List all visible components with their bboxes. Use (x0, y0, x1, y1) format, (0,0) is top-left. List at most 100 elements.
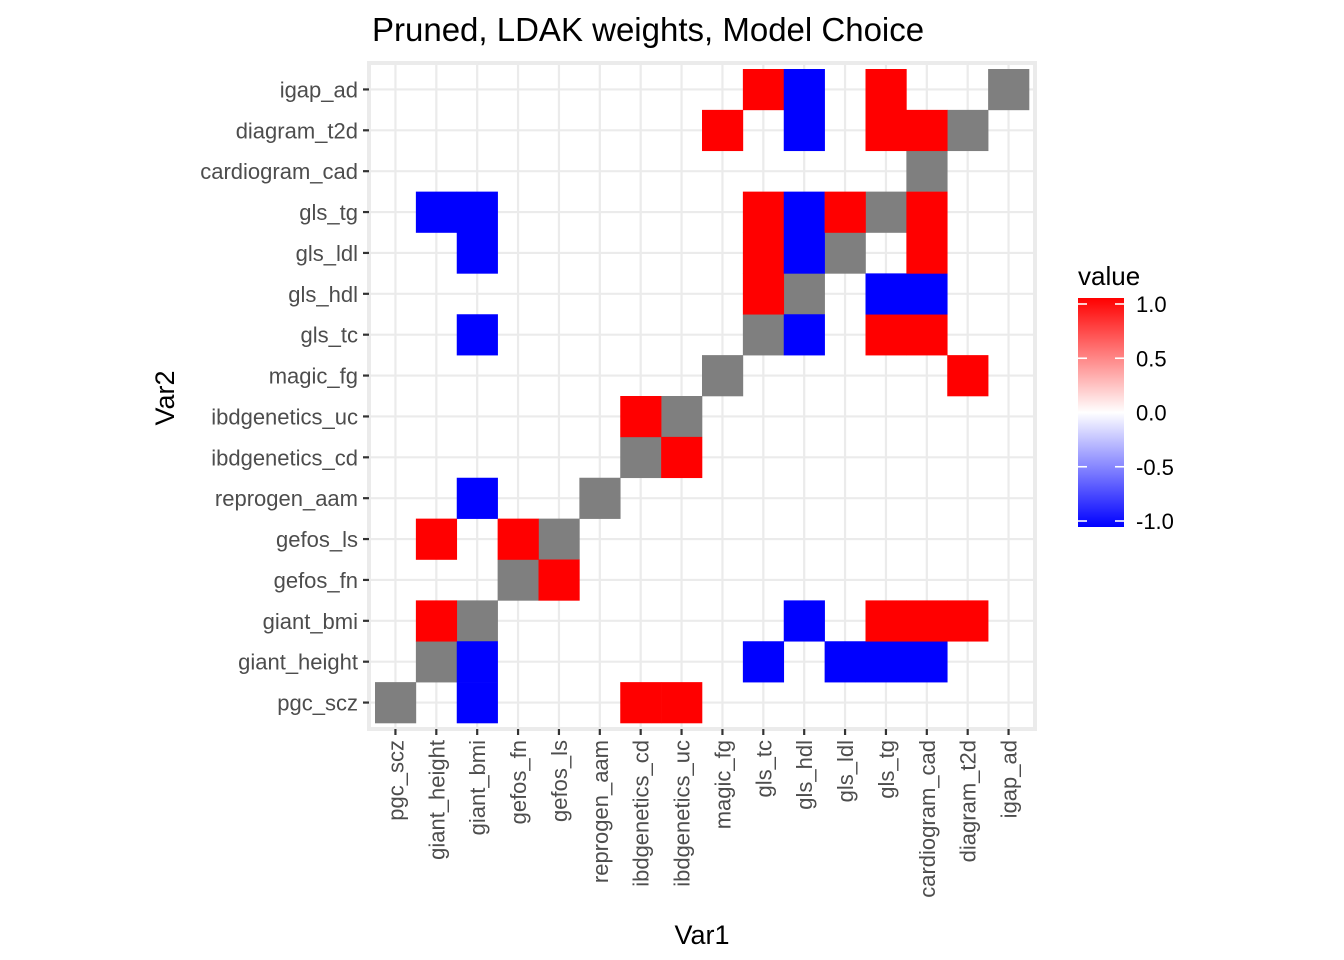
heatmap-cell (906, 314, 948, 356)
y-axis-title: Var2 (150, 370, 180, 425)
heatmap-cell (783, 69, 825, 111)
heatmap-cell (947, 600, 989, 642)
heatmap-cell (742, 273, 785, 315)
heatmap-cell (947, 355, 989, 397)
y-tick-label: reprogen_aam (215, 486, 358, 511)
y-tick-label: gls_hdl (288, 282, 358, 307)
heatmap-cells (375, 69, 1030, 724)
heatmap-cell (865, 600, 907, 642)
heatmap-cell-diagonal (620, 436, 662, 479)
y-tick-label: giant_bmi (263, 609, 358, 634)
heatmap-cell-diagonal (988, 69, 1030, 111)
y-tick-label: diagram_t2d (236, 118, 358, 143)
heatmap-cell (538, 559, 580, 601)
heatmap-cell (865, 69, 907, 111)
x-tick-label: pgc_scz (383, 740, 408, 821)
heatmap-cell (824, 641, 866, 683)
legend-title: value (1078, 261, 1140, 291)
heatmap-cell-diagonal (579, 477, 621, 519)
heatmap-cell (497, 518, 539, 560)
x-tick-label: gefos_ls (547, 740, 572, 822)
heatmap-cell (620, 396, 662, 438)
heatmap-cell (456, 641, 498, 683)
heatmap-cell (742, 232, 785, 274)
heatmap-cell (906, 109, 948, 152)
heatmap-cell (906, 641, 948, 683)
x-tick-label: reprogen_aam (588, 740, 613, 883)
heatmap-cell (865, 109, 907, 152)
x-axis-title: Var1 (674, 920, 729, 950)
x-tick-label: gls_hdl (792, 740, 817, 810)
heatmap-cell-diagonal (865, 191, 907, 233)
x-tick-label: gls_ldl (833, 740, 858, 802)
x-tick-label: gls_tg (874, 740, 899, 799)
legend-label: -0.5 (1136, 455, 1174, 480)
legend-label: -1.0 (1136, 509, 1174, 534)
x-tick-label: cardiogram_cad (915, 740, 940, 898)
x-tick-label: giant_height (424, 740, 449, 860)
heatmap-cell-diagonal (415, 641, 458, 683)
y-tick-label: gefos_fn (274, 568, 358, 593)
heatmap-cell-diagonal (742, 314, 785, 356)
heatmap-cell-diagonal (538, 518, 580, 560)
x-tick-label: gefos_fn (506, 740, 531, 824)
y-tick-label: ibdgenetics_uc (211, 404, 358, 429)
x-tick-label: ibdgenetics_uc (670, 740, 695, 887)
y-tick-label: magic_fg (269, 364, 358, 389)
heatmap-cell (702, 109, 744, 152)
heatmap-cell (824, 191, 866, 233)
heatmap-cell-diagonal (947, 109, 989, 152)
heatmap-cell-diagonal (497, 559, 539, 601)
heatmap-cell (906, 191, 948, 233)
heatmap-cell (661, 682, 703, 724)
heatmap-cell (906, 273, 948, 315)
legend-label: 0.5 (1136, 346, 1167, 371)
heatmap-cell (865, 273, 907, 315)
heatmap-cell (456, 682, 498, 724)
heatmap-cell-diagonal (824, 232, 866, 274)
heatmap-cell (456, 314, 498, 356)
x-tick-label: diagram_t2d (956, 740, 981, 862)
heatmap-cell (742, 69, 785, 111)
heatmap-cell (783, 109, 825, 152)
heatmap-cell (742, 191, 785, 233)
heatmap-cell (906, 600, 948, 642)
y-tick-label: giant_height (238, 650, 358, 675)
x-tick-label: giant_bmi (465, 740, 490, 835)
heatmap-cell (783, 232, 825, 274)
chart-title: Pruned, LDAK weights, Model Choice (372, 11, 924, 48)
y-tick-label: gls_tc (301, 323, 358, 348)
x-tick-label: ibdgenetics_cd (629, 740, 654, 887)
heatmap-cell (620, 682, 662, 724)
heatmap-cell (783, 191, 825, 233)
y-tick-label: cardiogram_cad (200, 159, 358, 184)
heatmap-cell (661, 436, 703, 479)
legend-label: 1.0 (1136, 292, 1167, 317)
heatmap-cell-diagonal (906, 150, 948, 192)
heatmap-cell-diagonal (702, 355, 744, 397)
y-tick-label: ibdgenetics_cd (211, 445, 358, 470)
heatmap-cell (742, 641, 785, 683)
x-axis: pgc_scz giant_height giant_bmi gefos_fn gefo… (383, 729, 1022, 898)
heatmap-cell-diagonal (661, 396, 703, 438)
heatmap-cell (783, 600, 825, 642)
heatmap-cell (865, 641, 907, 683)
heatmap-cell-diagonal (783, 273, 825, 315)
y-axis: pgc_scz giant_height giant_bmi gefos_fn gefo… (200, 77, 369, 716)
heatmap-cell (415, 191, 458, 233)
y-tick-label: gls_tg (299, 200, 358, 225)
heatmap-cell (415, 600, 458, 642)
x-tick-label: gls_tc (751, 740, 776, 797)
x-tick-label: igap_ad (997, 740, 1022, 818)
heatmap-cell (415, 518, 458, 560)
color-legend: value 1.0 0.5 0.0 -0.5 -1.0 (1078, 261, 1174, 534)
heatmap-cell (906, 232, 948, 274)
heatmap-cell-diagonal (456, 600, 498, 642)
heatmap-cell (456, 477, 498, 519)
heatmap-cell-diagonal (375, 682, 417, 724)
heatmap-cell (865, 314, 907, 356)
legend-label: 0.0 (1136, 401, 1167, 426)
y-tick-label: igap_ad (280, 77, 358, 102)
heatmap-cell (456, 191, 498, 233)
